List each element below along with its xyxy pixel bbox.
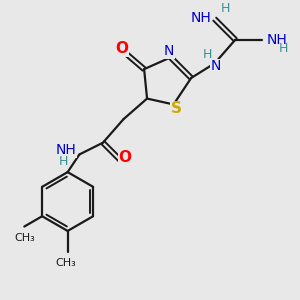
Text: S: S bbox=[171, 101, 182, 116]
Text: CH₃: CH₃ bbox=[56, 258, 76, 268]
Text: H: H bbox=[203, 48, 212, 61]
Text: O: O bbox=[118, 150, 131, 165]
Text: O: O bbox=[116, 41, 129, 56]
Text: N: N bbox=[211, 59, 221, 73]
Text: NH: NH bbox=[191, 11, 212, 25]
Text: H: H bbox=[220, 2, 230, 15]
Text: NH: NH bbox=[266, 33, 287, 47]
Text: N: N bbox=[164, 44, 174, 58]
Text: H: H bbox=[58, 155, 68, 168]
Text: NH: NH bbox=[56, 143, 76, 157]
Text: H: H bbox=[279, 42, 289, 55]
Text: CH₃: CH₃ bbox=[14, 233, 35, 243]
